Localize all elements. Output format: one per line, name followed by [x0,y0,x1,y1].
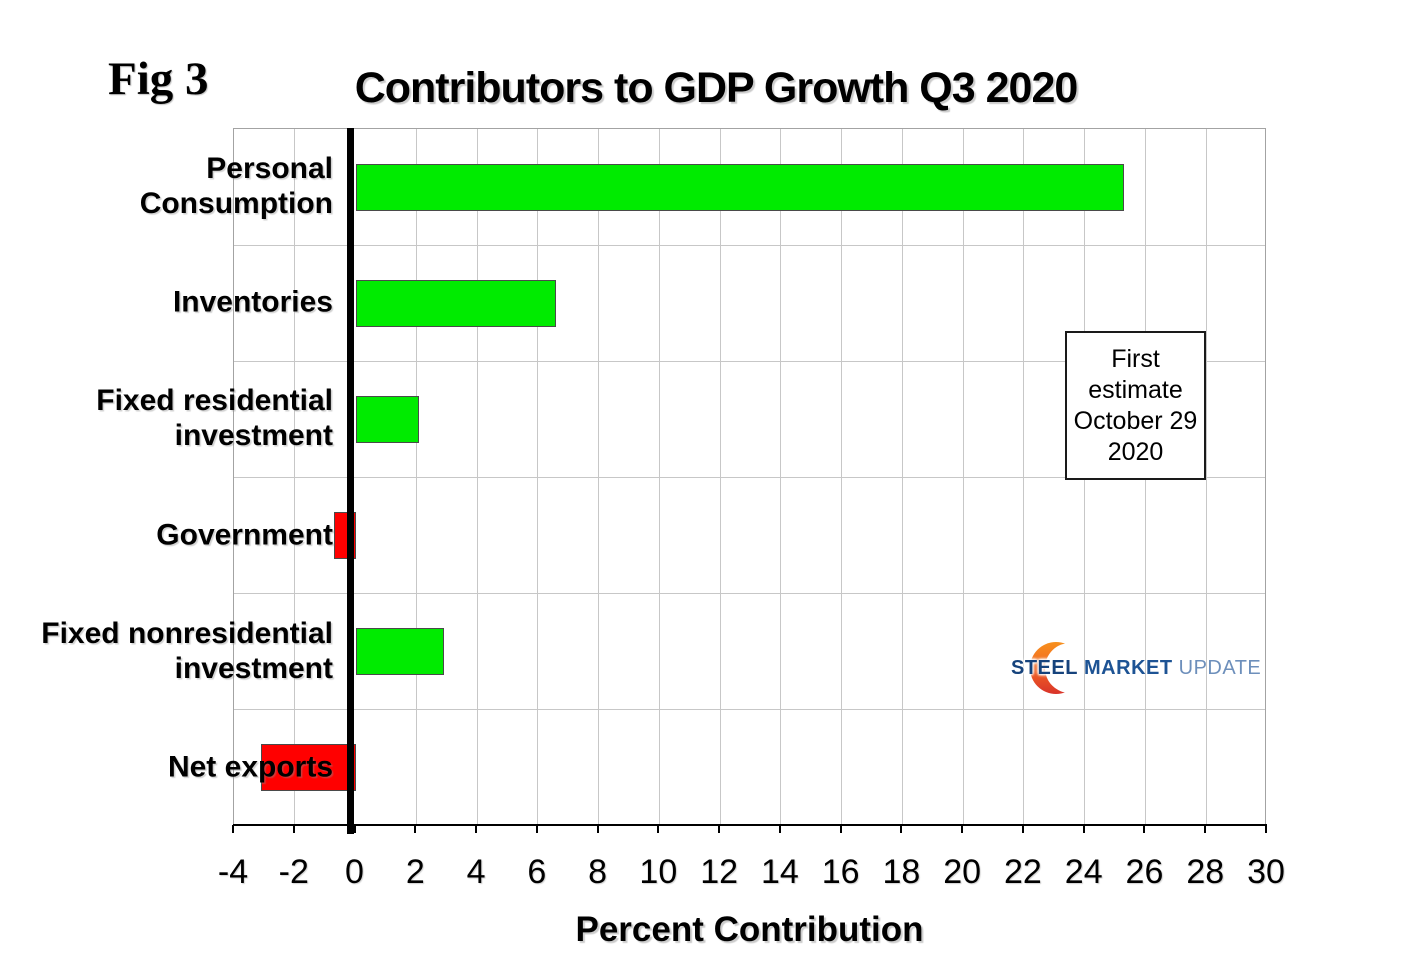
zero-axis-line [346,128,354,834]
figure-number-label: Fig 3 [108,53,209,105]
x-tick-mark [535,825,538,833]
gridline-horizontal [234,593,1265,595]
gridline-vertical [476,129,478,824]
category-label-line: Consumption [139,187,333,221]
x-tick-mark [475,825,478,833]
category-label-personal-consumption: Personal Consumption [0,151,333,221]
crescent-swoosh-icon [1029,635,1091,701]
gridline-vertical [841,129,843,824]
category-label-line: investment [174,651,333,685]
category-label-net-exports: Net exports [0,749,333,784]
gridline-vertical [415,129,417,824]
x-tick-mark [778,825,781,833]
bar-fixed-residential-investment [355,395,420,443]
gridline-horizontal [234,244,1265,246]
gridline-vertical [780,129,782,824]
x-tick-label: 22 [1004,853,1042,891]
x-axis-line [233,824,1267,826]
gridline-vertical [1023,129,1025,824]
x-tick-mark [596,825,599,833]
x-tick-mark [353,825,356,833]
x-tick-label: 6 [527,853,547,891]
x-tick-mark [1021,825,1024,833]
annotation-first-estimate: First estimate October 29 2020 [1065,331,1206,480]
gridline-horizontal [234,360,1265,362]
x-tick-mark [718,825,721,833]
x-tick-label: -4 [217,853,249,891]
x-tick-label: 8 [588,853,608,891]
category-label-inventories: Inventories [0,285,333,320]
gridline-vertical [537,129,539,824]
gridline-horizontal [234,709,1265,711]
category-label-fixed-nonresidential-investment: Fixed nonresidential investment [0,616,333,686]
gridline-vertical [598,129,600,824]
annotation-line: 2020 [1107,437,1164,466]
annotation-line: First [1111,344,1160,373]
x-tick-label: 16 [821,853,860,891]
x-tick-mark [1143,825,1146,833]
x-tick-label: 24 [1064,853,1103,891]
x-tick-label: 20 [943,853,982,891]
x-tick-label: 2 [405,853,425,891]
gridline-vertical [658,129,660,824]
bar-fixed-nonresidential-investment [355,628,444,676]
x-tick-mark [657,825,660,833]
x-tick-label: 4 [466,853,486,891]
x-tick-mark [1082,825,1085,833]
x-axis-title: Percent Contribution [575,910,924,949]
x-tick-mark [292,825,295,833]
x-tick-label: 0 [345,853,364,891]
gridline-vertical [901,129,903,824]
logo-update-text: UPDATE [1178,657,1262,679]
x-tick-label: 30 [1247,853,1285,891]
gridline-vertical [1205,129,1207,824]
category-label-line: Government [156,518,333,552]
category-label-line: Personal [206,152,333,186]
logo-wordmark: STEEL MARKET UPDATE [1011,657,1261,680]
x-tick-label: -2 [278,853,309,891]
x-tick-mark [839,825,842,833]
x-tick-mark [414,825,417,833]
gridline-horizontal [234,477,1265,478]
category-label-line: Inventories [172,285,333,319]
x-tick-mark [900,825,903,833]
category-label-line: Fixed nonresidential [41,616,333,650]
logo-steel-text: STEEL [1011,657,1078,679]
annotation-line: October 29 [1073,406,1198,435]
bar-net-exports [261,744,356,792]
x-tick-label: 10 [639,853,678,891]
x-tick-label: 28 [1186,853,1225,891]
x-tick-label: 12 [700,853,739,891]
chart-title: Contributors to GDP Growth Q3 2020 [354,64,1079,112]
bar-personal-consumption [355,163,1125,211]
x-tick-mark [1265,825,1267,833]
annotation-line: estimate [1088,375,1183,404]
gridline-vertical [719,129,721,824]
x-tick-label: 26 [1125,853,1164,891]
category-label-government: Government [0,517,333,552]
x-tick-mark [961,825,964,833]
x-tick-mark [1204,825,1207,833]
category-label-line: Net exports [167,750,333,784]
steel-market-update-logo: STEEL MARKET UPDATE [1002,633,1261,703]
x-tick-label: 14 [760,853,799,891]
x-tick-mark [232,825,234,833]
gridline-vertical [962,129,964,824]
bar-inventories [355,279,557,327]
gridline-vertical [294,129,296,824]
x-tick-label: 18 [882,853,921,891]
logo-market-text: MARKET [1084,657,1173,679]
category-label-line: Fixed residential [96,384,333,418]
category-label-line: investment [174,419,333,453]
category-label-fixed-residential-investment: Fixed residential investment [0,383,333,453]
